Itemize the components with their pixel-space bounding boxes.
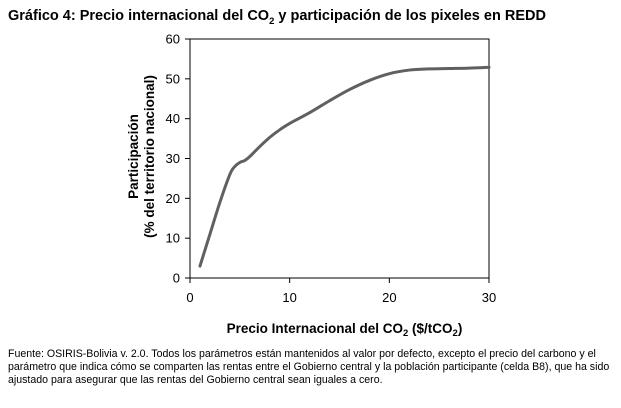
x-tick-label: 10 bbox=[282, 290, 296, 305]
x-tick-label: 20 bbox=[382, 290, 396, 305]
y-tick-label: 40 bbox=[166, 111, 180, 126]
y-tick-label: 50 bbox=[166, 71, 180, 86]
x-axis-label-text: ($/tCO bbox=[408, 321, 452, 336]
y-axis-ticks: 0 10 20 30 40 50 60 bbox=[166, 32, 190, 286]
participation-series-line bbox=[198, 65, 491, 268]
y-axis-label-line: Participación bbox=[126, 114, 141, 199]
x-axis-ticks: 0 10 20 30 bbox=[186, 278, 496, 305]
y-tick-label: 10 bbox=[166, 231, 180, 246]
x-tick-label: 0 bbox=[186, 290, 193, 305]
y-tick-label: 0 bbox=[173, 271, 180, 286]
source-note: Fuente: OSIRIS-Bolivia v. 2.0. Todos los… bbox=[8, 348, 610, 387]
y-axis-label-line: (% del territorio nacional) bbox=[142, 75, 157, 238]
y-tick-label: 30 bbox=[166, 151, 180, 166]
x-tick-label: 30 bbox=[482, 290, 496, 305]
x-axis-label: Precio Internacional del CO2 ($/tCO2) bbox=[227, 321, 463, 339]
x-axis-label-subscript: 2 bbox=[403, 328, 408, 339]
x-axis-label-subscript: 2 bbox=[453, 328, 458, 339]
chart-title: Gráfico 4: Precio internacional del CO2 … bbox=[8, 8, 546, 27]
y-axis-label: Participación(% del territorio nacional) bbox=[126, 75, 157, 238]
plot-frame bbox=[189, 38, 490, 279]
y-tick-label: 60 bbox=[166, 32, 180, 47]
x-axis-label-text: Precio Internacional del CO bbox=[227, 321, 403, 336]
x-axis-label-text: ) bbox=[458, 321, 463, 336]
line-chart: 0 10 20 30 40 50 60 0 10 20 30 Participación(% de… bbox=[126, 32, 496, 340]
y-tick-label: 20 bbox=[166, 191, 180, 206]
